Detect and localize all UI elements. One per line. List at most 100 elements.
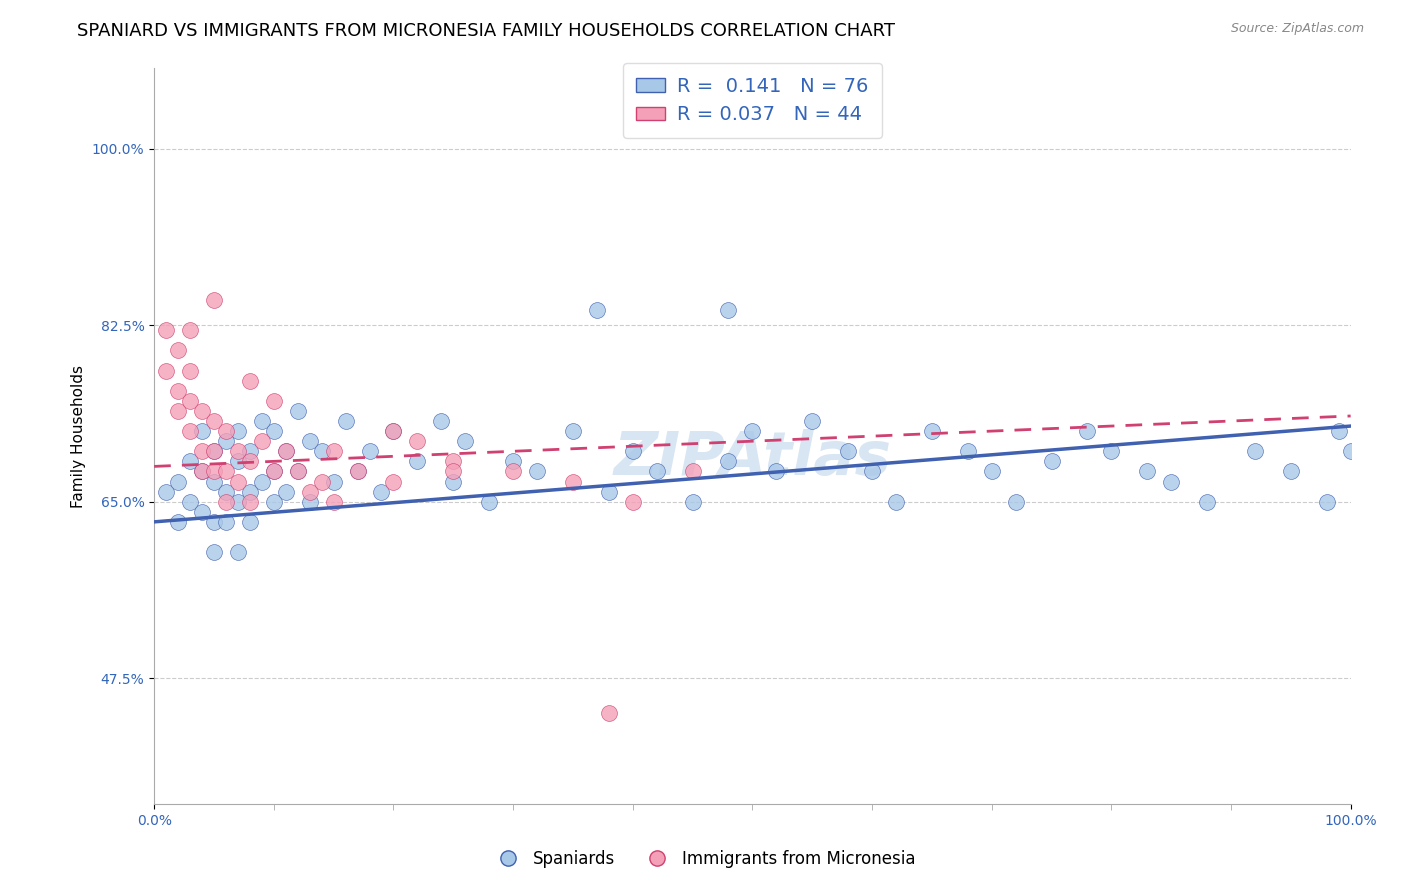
Point	[765, 465, 787, 479]
Point	[980, 465, 1002, 479]
Point	[274, 484, 297, 499]
Point	[1316, 494, 1339, 508]
Point	[179, 494, 201, 508]
Point	[311, 444, 333, 458]
Point	[239, 444, 262, 458]
Point	[441, 454, 464, 468]
Point	[837, 444, 859, 458]
Point	[322, 444, 344, 458]
Point	[191, 465, 214, 479]
Point	[598, 706, 620, 721]
Point	[382, 424, 405, 438]
Point	[202, 444, 225, 458]
Point	[598, 484, 620, 499]
Point	[478, 494, 501, 508]
Point	[406, 454, 429, 468]
Point	[1279, 465, 1302, 479]
Point	[346, 465, 368, 479]
Point	[226, 475, 249, 489]
Point	[454, 434, 477, 449]
Point	[274, 444, 297, 458]
Point	[250, 475, 273, 489]
Point	[215, 484, 238, 499]
Point	[202, 293, 225, 307]
Point	[359, 444, 381, 458]
Point	[239, 515, 262, 529]
Point	[322, 494, 344, 508]
Point	[298, 434, 321, 449]
Point	[382, 424, 405, 438]
Point	[191, 424, 214, 438]
Point	[430, 414, 453, 428]
Point	[741, 424, 763, 438]
Point	[250, 434, 273, 449]
Point	[239, 374, 262, 388]
Point	[155, 484, 177, 499]
Point	[202, 545, 225, 559]
Point	[179, 393, 201, 408]
Point	[167, 515, 190, 529]
Legend: R =  0.141   N = 76, R = 0.037   N = 44: R = 0.141 N = 76, R = 0.037 N = 44	[623, 63, 882, 138]
Point	[167, 343, 190, 358]
Point	[226, 545, 249, 559]
Point	[561, 475, 583, 489]
Point	[1040, 454, 1063, 468]
Point	[179, 424, 201, 438]
Point	[370, 484, 392, 499]
Text: Source: ZipAtlas.com: Source: ZipAtlas.com	[1230, 22, 1364, 36]
Point	[202, 465, 225, 479]
Point	[226, 424, 249, 438]
Text: SPANIARD VS IMMIGRANTS FROM MICRONESIA FAMILY HOUSEHOLDS CORRELATION CHART: SPANIARD VS IMMIGRANTS FROM MICRONESIA F…	[77, 22, 896, 40]
Point	[274, 444, 297, 458]
Point	[263, 465, 285, 479]
Point	[502, 454, 524, 468]
Point	[226, 444, 249, 458]
Point	[202, 444, 225, 458]
Point	[801, 414, 824, 428]
Point	[1076, 424, 1098, 438]
Point	[1004, 494, 1026, 508]
Point	[263, 494, 285, 508]
Point	[191, 444, 214, 458]
Point	[287, 404, 309, 418]
Point	[215, 494, 238, 508]
Point	[621, 444, 644, 458]
Point	[202, 414, 225, 428]
Point	[1099, 444, 1122, 458]
Text: ZIPAtlas: ZIPAtlas	[613, 429, 891, 488]
Point	[167, 404, 190, 418]
Point	[226, 454, 249, 468]
Point	[263, 393, 285, 408]
Point	[155, 323, 177, 337]
Point	[335, 414, 357, 428]
Point	[239, 484, 262, 499]
Point	[682, 465, 704, 479]
Point	[263, 424, 285, 438]
Point	[250, 414, 273, 428]
Point	[884, 494, 907, 508]
Point	[215, 434, 238, 449]
Point	[191, 404, 214, 418]
Point	[202, 475, 225, 489]
Point	[322, 475, 344, 489]
Point	[298, 484, 321, 499]
Point	[167, 384, 190, 398]
Point	[179, 323, 201, 337]
Point	[1160, 475, 1182, 489]
Point	[1136, 465, 1159, 479]
Point	[155, 363, 177, 377]
Point	[645, 465, 668, 479]
Point	[585, 303, 607, 318]
Point	[526, 465, 548, 479]
Point	[956, 444, 979, 458]
Point	[179, 363, 201, 377]
Point	[298, 494, 321, 508]
Point	[382, 475, 405, 489]
Point	[1340, 444, 1362, 458]
Point	[717, 303, 740, 318]
Point	[287, 465, 309, 479]
Point	[311, 475, 333, 489]
Point	[717, 454, 740, 468]
Point	[921, 424, 943, 438]
Y-axis label: Family Households: Family Households	[72, 365, 86, 508]
